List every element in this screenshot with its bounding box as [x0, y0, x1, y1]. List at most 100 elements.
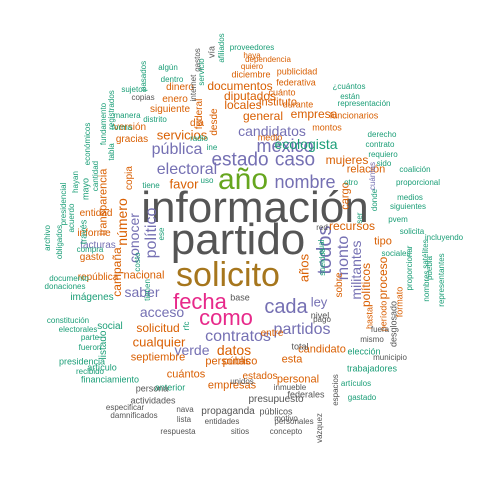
- word: presupuesto: [248, 394, 304, 405]
- word: nava: [176, 405, 194, 414]
- word: proporcional: [395, 178, 441, 187]
- word: personales: [274, 417, 314, 426]
- word: especificar: [105, 403, 145, 412]
- word: república: [77, 272, 119, 283]
- word: publicidad: [276, 66, 318, 77]
- word: incluyendo: [424, 233, 464, 242]
- word: tabla: [107, 143, 116, 161]
- word: financiamiento: [80, 374, 140, 385]
- word: ese: [157, 227, 166, 241]
- word: gracias: [115, 134, 149, 145]
- word: tiene: [142, 181, 160, 190]
- word: quiero: [240, 62, 264, 71]
- word: favor: [169, 176, 199, 192]
- word: mayo: [80, 177, 91, 201]
- word: caso: [274, 149, 316, 171]
- word: durante: [282, 99, 314, 110]
- word: representantes: [437, 253, 446, 307]
- word: solicita: [399, 227, 425, 236]
- word: esta: [281, 353, 303, 366]
- word: contrato: [365, 140, 395, 149]
- word: electorales: [58, 325, 98, 334]
- word: electoral: [156, 161, 218, 178]
- word: económicos: [83, 122, 92, 166]
- word: fecha: [173, 289, 227, 314]
- word: gasto: [79, 252, 105, 263]
- word: motivo: [274, 414, 298, 423]
- word: artículo: [87, 362, 117, 373]
- word: versión: [113, 122, 147, 133]
- word: ley: [310, 294, 328, 310]
- word: artículos: [340, 379, 372, 388]
- word: general: [242, 109, 284, 123]
- word: cada: [264, 296, 308, 318]
- word: saber: [124, 284, 160, 300]
- word: año: [217, 163, 269, 196]
- word: rfc: [182, 321, 191, 331]
- word: funcionarios: [329, 110, 379, 121]
- word: representación: [337, 99, 391, 108]
- word: ¿cuántos: [332, 82, 366, 91]
- word: entidad: [79, 208, 113, 219]
- word: cantidad: [91, 160, 100, 192]
- word: concepto: [269, 427, 303, 436]
- word: como: [199, 305, 253, 330]
- word: tienen: [143, 279, 152, 301]
- word: verde: [174, 342, 210, 358]
- word: archivo: [43, 225, 52, 251]
- word: forma: [111, 123, 133, 132]
- word: hayan: [71, 171, 80, 193]
- word: federales: [287, 389, 325, 400]
- word: montos: [312, 122, 342, 133]
- word: registrados: [107, 90, 116, 130]
- word: uso: [200, 176, 214, 185]
- word: locales: [224, 98, 262, 112]
- word: donaciones: [44, 282, 86, 291]
- word: elección: [347, 346, 381, 357]
- word: entidades: [204, 417, 240, 426]
- word: federativa: [276, 77, 316, 88]
- word: donde: [370, 188, 379, 212]
- word: coalición: [399, 165, 431, 174]
- word: compra: [76, 245, 104, 254]
- word: algún: [158, 63, 178, 72]
- word: pvem: [388, 215, 408, 224]
- word: acceso: [139, 304, 185, 320]
- word: persona: [135, 383, 169, 394]
- word: nacional: [123, 269, 165, 282]
- word: políticos: [359, 262, 373, 308]
- word: partidos: [273, 321, 331, 338]
- word: público: [222, 355, 258, 368]
- word: damnificados: [110, 411, 158, 420]
- word: ser: [355, 212, 364, 224]
- word: partido: [170, 215, 306, 264]
- word: septiembre: [130, 351, 186, 364]
- word: presidencia: [58, 356, 106, 367]
- word: actividades: [130, 395, 176, 406]
- word: costo: [133, 252, 142, 272]
- word: mujeres: [325, 153, 369, 167]
- word: instituto: [259, 96, 297, 109]
- word: mismo: [360, 335, 384, 344]
- word: facturas: [80, 240, 116, 251]
- word: distrito: [143, 115, 167, 124]
- word: parte: [80, 333, 100, 342]
- word: obligados: [55, 224, 64, 260]
- word: empresa: [290, 107, 338, 121]
- word: día: [190, 118, 204, 129]
- word: empresas: [207, 379, 257, 392]
- word: puebla: [425, 255, 434, 281]
- word: proveedores: [229, 43, 275, 52]
- word: solicitud: [136, 321, 180, 335]
- word: respuesta: [160, 427, 196, 436]
- word: contratos: [205, 328, 271, 345]
- word: sobre: [334, 272, 345, 298]
- word: recursos: [328, 219, 376, 233]
- word: transparencia: [97, 168, 110, 236]
- word: medios: [397, 193, 423, 202]
- word: personal: [276, 373, 320, 386]
- word: sido: [376, 159, 392, 168]
- word: cuántos: [166, 368, 206, 381]
- word: unidos: [230, 377, 254, 386]
